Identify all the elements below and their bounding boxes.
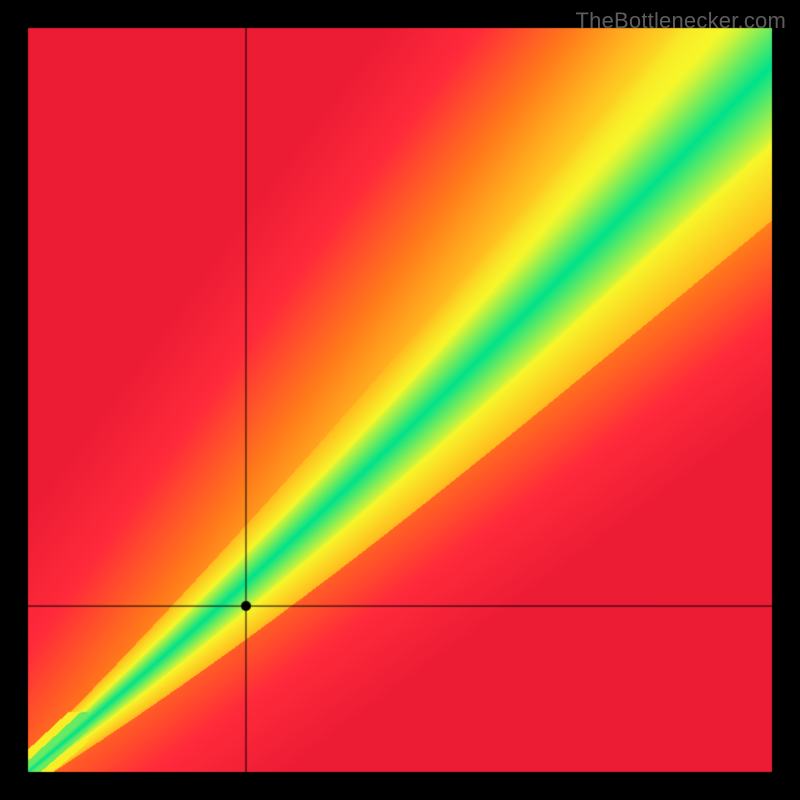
bottleneck-heatmap-canvas (0, 0, 800, 800)
chart-container: TheBottlenecker.com (0, 0, 800, 800)
watermark-text: TheBottlenecker.com (576, 8, 786, 34)
